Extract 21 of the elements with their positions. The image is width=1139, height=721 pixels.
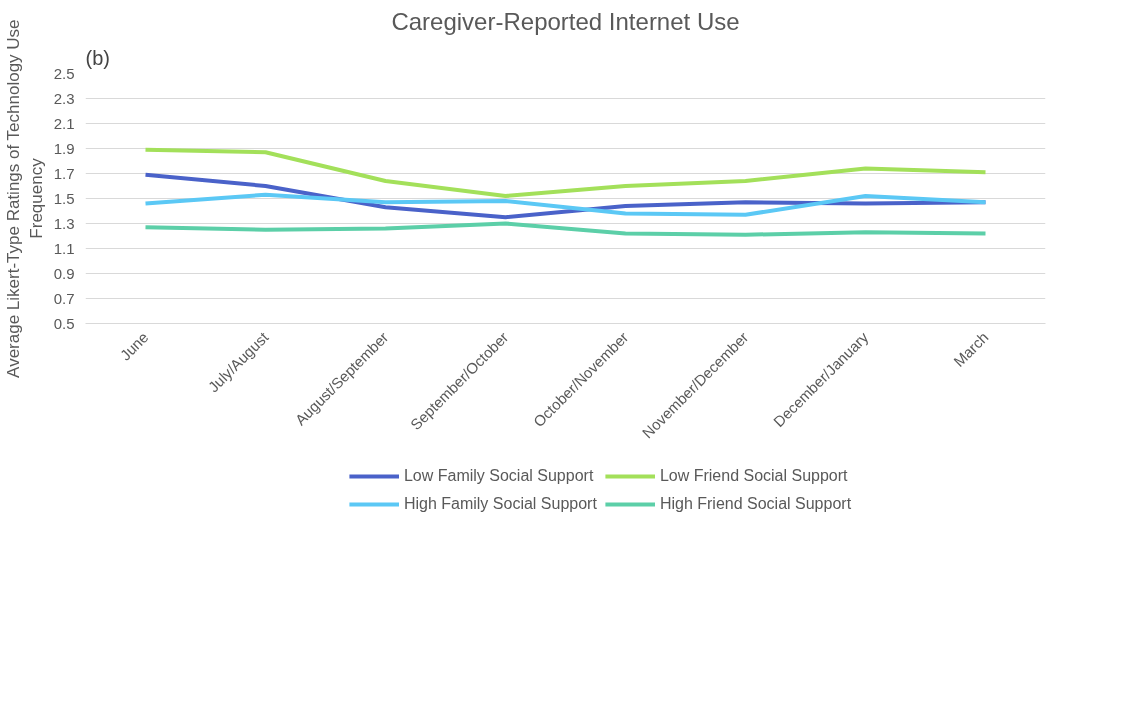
line-series [143,192,988,217]
legend-label: Low Family Social Support [403,467,594,485]
line-series [143,221,988,237]
line-series [143,147,988,198]
y-axis-title: Average Likert-Type Ratings of Technology Use Frequency [3,19,46,378]
y-tick-label: 1.7 [53,164,75,182]
y-tick-label: 2.1 [53,114,75,132]
y-tick-label: 2.5 [53,64,75,82]
y-tick-label: 0.9 [53,264,75,282]
legend-label: Low Friend Social Support [659,467,848,485]
y-tick-label: 1.1 [53,239,75,257]
legend-label: High Friend Social Support [659,495,852,513]
chart-title: Caregiver-Reported Internet Use [391,7,740,35]
y-tick-label: 0.7 [53,289,75,307]
y-tick-label: 1.5 [53,189,75,207]
y-tick-label: 1.3 [53,214,75,232]
y-tick-label: 1.9 [53,139,75,157]
y-tick-label: 0.5 [53,314,75,332]
text: (b) [85,46,110,69]
y-tick-label: 2.3 [53,89,75,107]
legend-label: High Family Social Support [403,495,597,513]
